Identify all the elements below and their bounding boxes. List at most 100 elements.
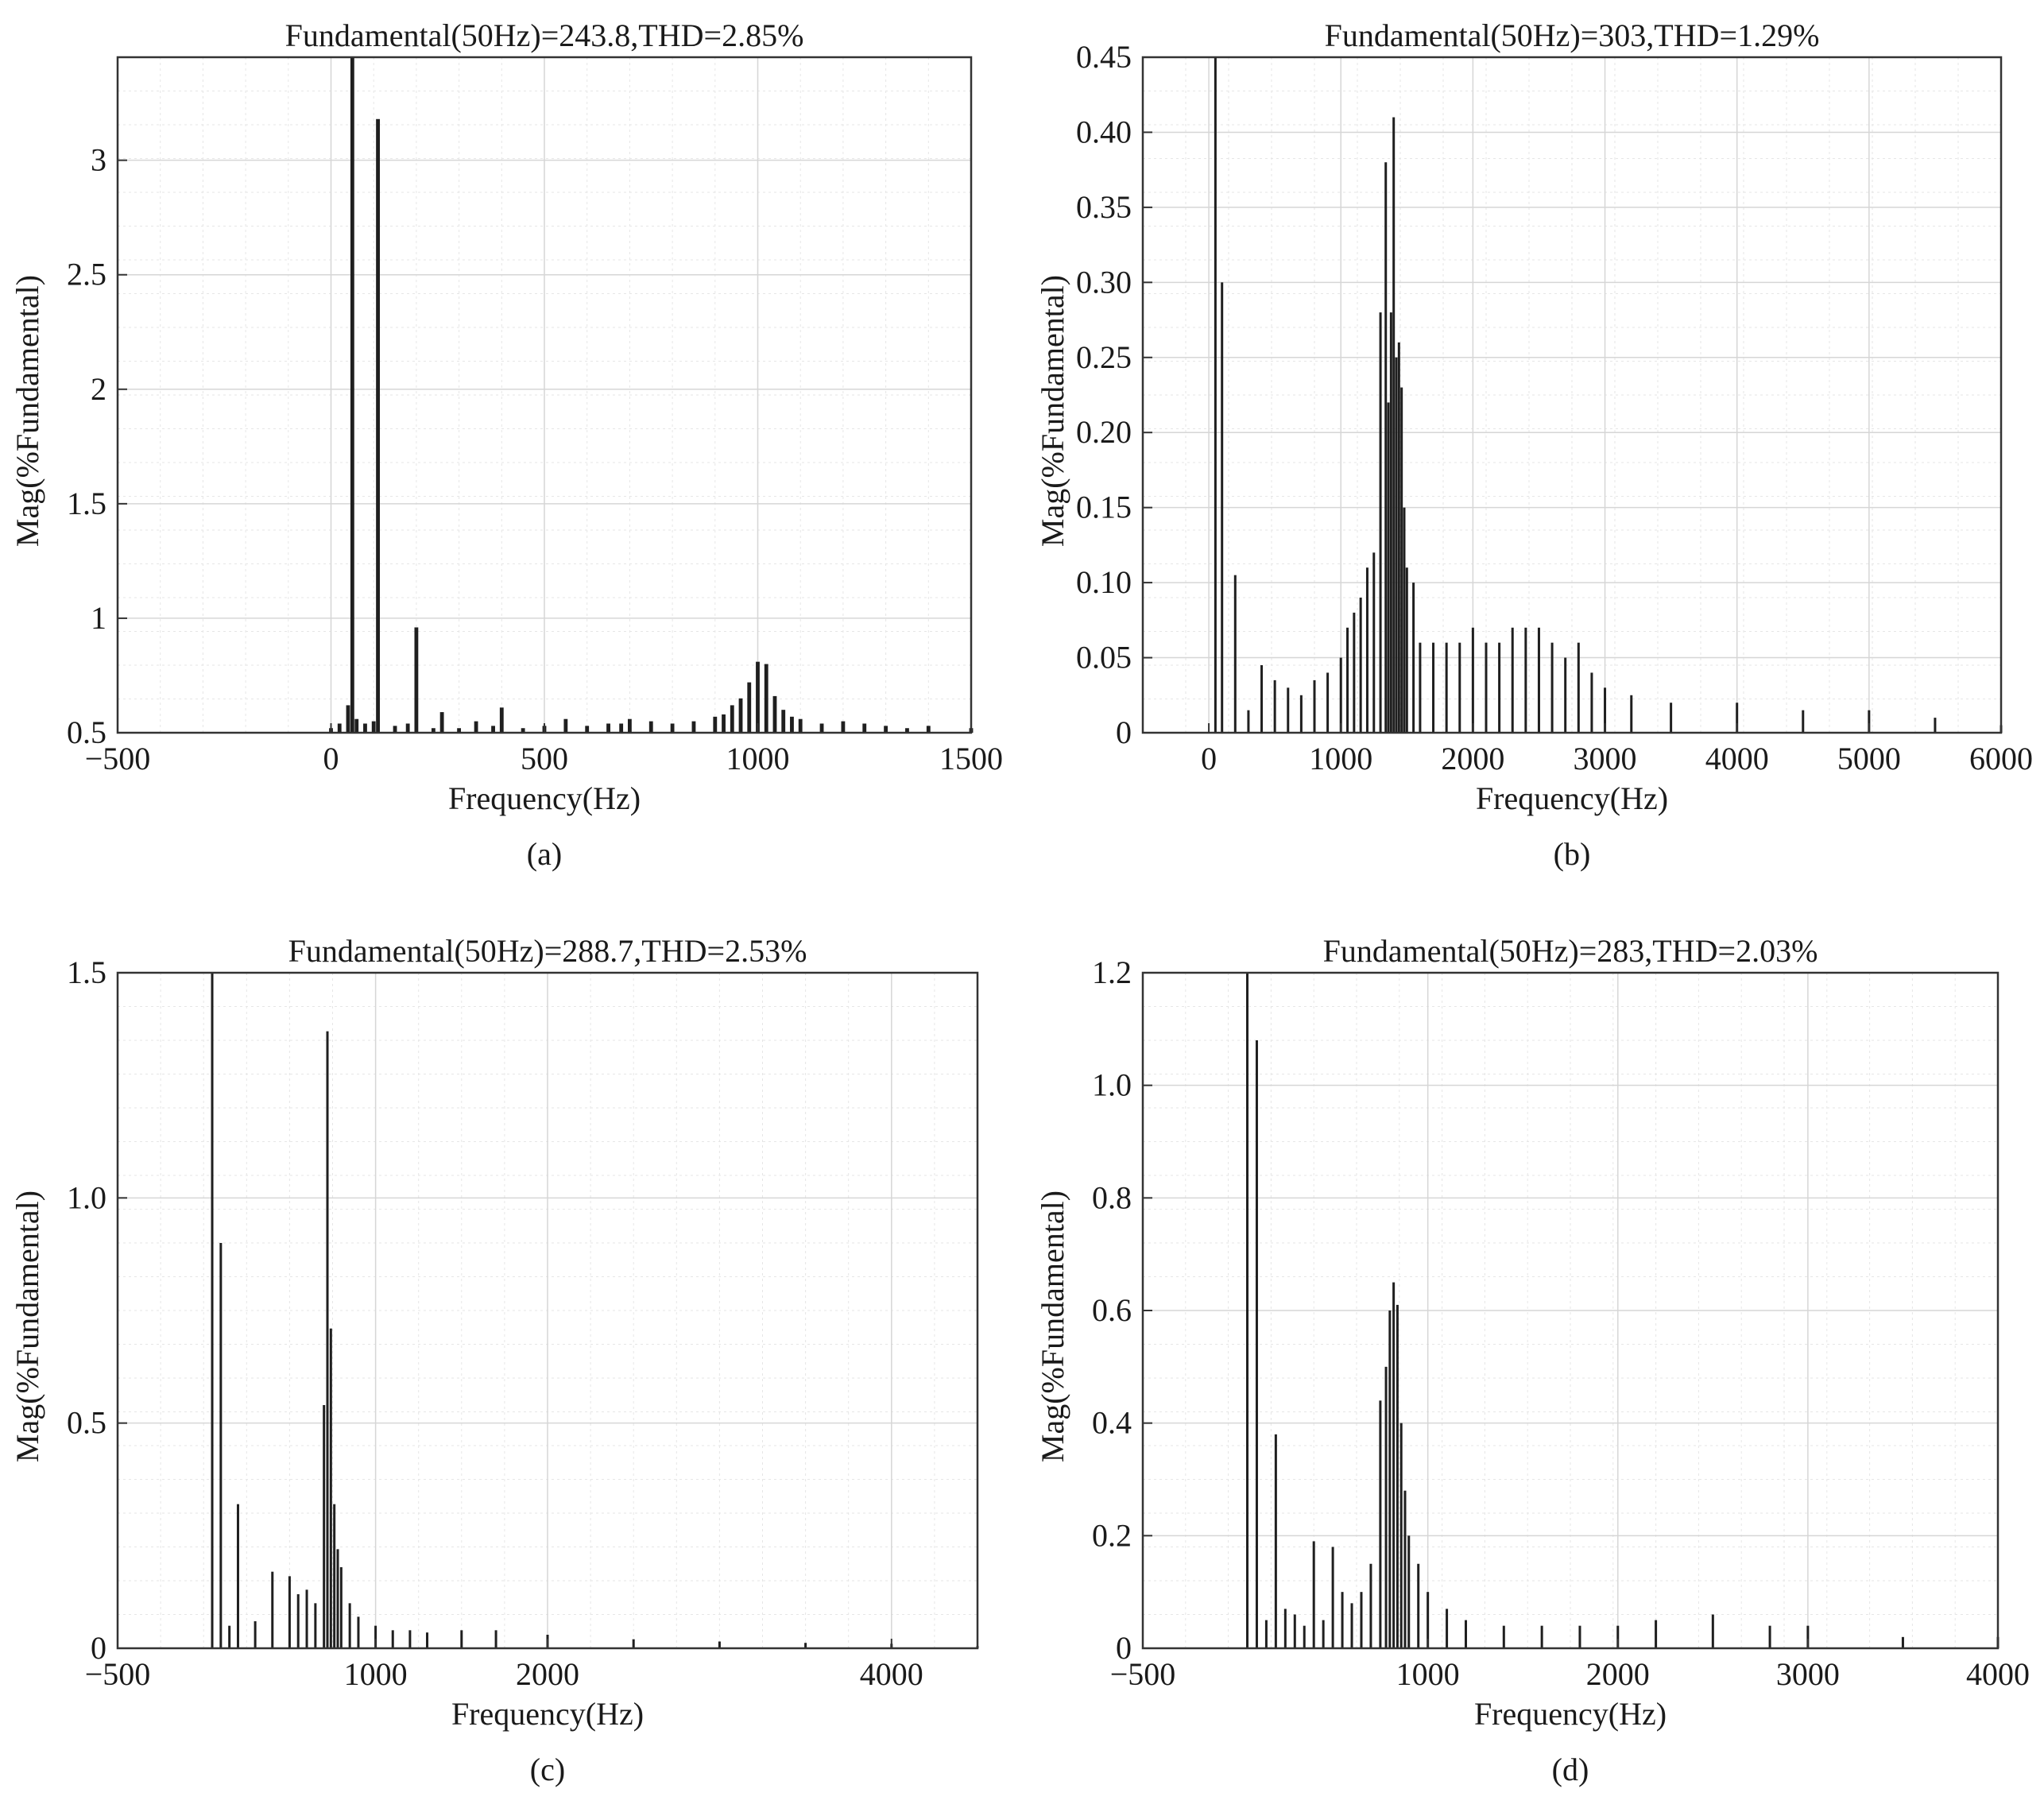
bar [1384,1366,1388,1648]
bar [1577,642,1580,733]
bar [1405,567,1408,733]
bar [1221,282,1224,733]
bar [323,1405,326,1648]
chart-panel-c: −500 1000 2000 4000 0 0.5 1.0 1.5 Fundamental(50… [10,933,979,1787]
bar [722,714,726,733]
x-tick-label: 1000 [1396,1656,1460,1692]
bar [1389,312,1392,734]
bar [296,1594,300,1648]
bar [1868,710,1871,733]
bar [1502,1625,1505,1648]
bar [1214,57,1217,733]
bar [1384,162,1388,733]
bar [1464,1620,1467,1648]
x-tick-label: 5000 [1837,741,1901,776]
x-tick-label: 2000 [516,1656,579,1692]
bar [1590,672,1593,733]
bar [439,712,444,733]
bar [363,723,367,733]
bar [606,723,610,733]
y-tick-label: 1 [91,600,106,636]
bar [314,1603,317,1648]
bar [1458,642,1461,733]
bar [254,1621,257,1648]
x-axis-label: Frequency(Hz) [1474,1696,1667,1732]
bar [1312,1541,1315,1648]
bar [1326,672,1330,733]
bar [1670,703,1673,733]
bar [408,1630,412,1648]
bar [1273,679,1276,733]
x-tick-label: 6000 [1969,741,2033,776]
bar [1293,1614,1296,1648]
bar [1331,1547,1334,1648]
y-tick-label: 0.05 [1076,640,1132,676]
bar [405,723,410,733]
bar [1274,1434,1277,1648]
bar [288,1576,291,1648]
bar [219,1243,223,1648]
y-axis-label: Mag(%Fundamental) [10,275,45,547]
y-axis-label: Mag(%Fundamental) [1035,275,1070,547]
bar [764,664,768,733]
chart-panel-b: 0 1000 2000 3000 4000 5000 6000 0 0.05 0.10 0.15 0.… [1035,17,2033,872]
bar [1802,710,1805,733]
bar [1397,342,1400,733]
bar [414,627,419,733]
x-axis-label: Frequency(Hz) [448,780,641,816]
bar [1264,1620,1268,1648]
bar [585,726,590,733]
bar [357,1616,360,1648]
bar [1246,973,1249,1648]
chart-title: Fundamental(50Hz)=303,THD=1.29% [1325,17,1820,53]
x-tick-label: 2000 [1441,741,1504,776]
x-tick-label: 2000 [1586,1656,1650,1692]
bar [1359,598,1362,733]
bar [1396,1304,1399,1648]
y-tick-label: 1.5 [67,486,106,521]
bar [1655,1620,1658,1648]
bar [431,728,436,733]
bar [713,716,718,733]
bar [1303,1625,1306,1648]
bar [1369,1563,1372,1648]
bar [354,718,359,733]
bar [1341,1592,1344,1648]
bar [730,705,734,733]
y-tick-label: 2.5 [67,257,106,292]
bar [1616,1625,1620,1648]
bar [738,698,743,733]
x-tick-label: 4000 [1966,1656,2030,1692]
x-tick-label: 0 [1201,741,1217,776]
bar [1260,665,1264,733]
bar [1365,567,1368,733]
bar [426,1632,429,1648]
bar [648,721,653,733]
y-tick-label: 0 [1116,714,1132,750]
bar [1283,1609,1287,1648]
bar [1399,1423,1403,1648]
y-tick-label: 0.40 [1076,114,1132,149]
y-tick-label: 0.6 [1092,1292,1132,1328]
bar [1350,1603,1353,1648]
chart-title: Fundamental(50Hz)=283,THD=2.03% [1323,933,1818,969]
bar [1255,1040,1258,1648]
y-tick-label: 0.20 [1076,414,1132,450]
bar [1806,1625,1810,1648]
bar [305,1589,308,1648]
x-tick-label: 4000 [1705,741,1769,776]
panel-caption: (c) [530,1752,565,1787]
y-tick-label: 1.2 [1092,954,1132,990]
bar [499,707,504,733]
bar [1313,679,1316,733]
bar [1711,1614,1714,1648]
bar [1339,657,1342,733]
bar [1247,710,1250,733]
bar [632,1639,635,1648]
y-axis-label: Mag(%Fundamental) [10,1190,45,1462]
bar [391,1630,394,1648]
x-tick-label: 500 [521,741,568,776]
bar [841,721,846,733]
bar [1564,657,1567,733]
bar [228,1625,231,1648]
